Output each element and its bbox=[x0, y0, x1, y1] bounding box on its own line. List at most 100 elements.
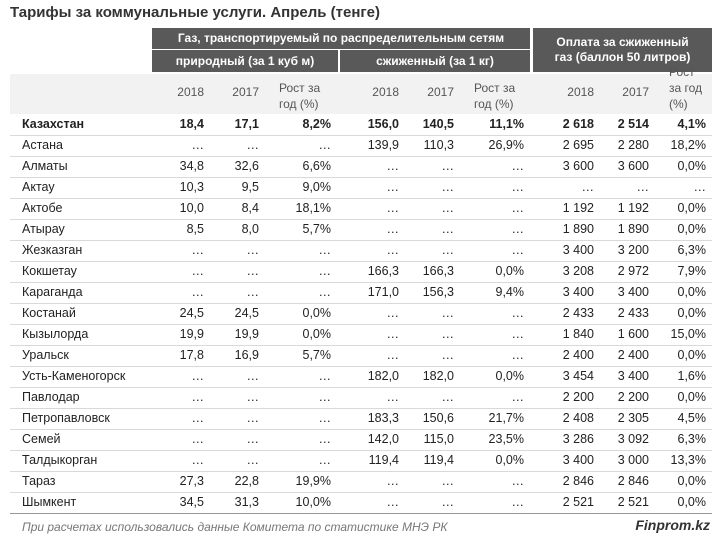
cell: 2 846 bbox=[617, 474, 649, 488]
row-label: Костанай bbox=[22, 306, 76, 320]
cell: 2 972 bbox=[617, 264, 649, 278]
cell: … bbox=[511, 159, 525, 173]
cell: 3 208 bbox=[562, 264, 594, 278]
column-header: Рост за год (%) bbox=[279, 81, 321, 111]
column-header: 2018 bbox=[567, 85, 594, 99]
cell: 9,4% bbox=[495, 285, 525, 299]
cell: 2 695 bbox=[562, 138, 594, 152]
row-divider bbox=[10, 450, 712, 451]
cell: 34,5 bbox=[179, 495, 204, 509]
cell: 2 280 bbox=[617, 138, 649, 152]
cell: … bbox=[441, 390, 455, 404]
cell: 3 600 bbox=[562, 159, 594, 173]
cell: 115,0 bbox=[423, 432, 454, 446]
cell: 119,4 bbox=[423, 453, 454, 467]
row-divider bbox=[10, 408, 712, 409]
column-header: Рост за год (%) bbox=[669, 65, 703, 111]
cell: 19,9% bbox=[295, 474, 331, 488]
cell: 5,7% bbox=[302, 348, 332, 362]
cell: 3 286 bbox=[562, 432, 594, 446]
cell: 0,0% bbox=[495, 369, 525, 383]
cell: 10,0 bbox=[179, 201, 204, 215]
row-divider bbox=[10, 177, 712, 178]
row-label: Усть-Каменогорск bbox=[22, 369, 126, 383]
cell: … bbox=[386, 243, 400, 257]
cell: … bbox=[318, 264, 332, 278]
cell: 1 890 bbox=[617, 222, 649, 236]
cell: 166,3 bbox=[367, 264, 399, 278]
column-header: 2017 bbox=[622, 85, 649, 99]
row-divider bbox=[10, 429, 712, 430]
row-label: Талдыкорган bbox=[22, 453, 98, 467]
cell: … bbox=[511, 495, 525, 509]
cell: … bbox=[441, 243, 455, 257]
cell: 0,0% bbox=[677, 306, 707, 320]
cell: … bbox=[511, 243, 525, 257]
cell: 1 890 bbox=[562, 222, 594, 236]
cell: … bbox=[511, 222, 525, 236]
cell: 8,0 bbox=[241, 222, 259, 236]
group-header: Газ, транспортируемый по распределительн… bbox=[152, 28, 530, 49]
cell: 3 400 bbox=[562, 243, 594, 257]
cell: 5,7% bbox=[302, 222, 332, 236]
row-label: Кызылорда bbox=[22, 327, 89, 341]
row-label: Актобе bbox=[22, 201, 63, 215]
cell: 8,2% bbox=[302, 117, 332, 131]
cell: 2 433 bbox=[617, 306, 649, 320]
cell: … bbox=[318, 432, 332, 446]
cell: … bbox=[318, 411, 332, 425]
cell: … bbox=[386, 348, 400, 362]
cell: 2 400 bbox=[617, 348, 649, 362]
cell: 18,4 bbox=[179, 117, 204, 131]
cell: … bbox=[441, 180, 455, 194]
cell: … bbox=[191, 390, 205, 404]
cell: … bbox=[511, 327, 525, 341]
cell: 2 521 bbox=[617, 495, 649, 509]
cell: 16,9 bbox=[234, 348, 259, 362]
cell: 0,0% bbox=[677, 285, 707, 299]
cell: 11,1% bbox=[489, 117, 524, 131]
cell: 18,2% bbox=[670, 138, 706, 152]
cell: 0,0% bbox=[677, 222, 707, 236]
cell: 3 600 bbox=[617, 159, 649, 173]
cell: … bbox=[511, 201, 525, 215]
cell: 119,4 bbox=[368, 453, 399, 467]
column-header: 2017 bbox=[232, 85, 259, 99]
cell: 3 400 bbox=[617, 369, 649, 383]
cell: 1 192 bbox=[617, 201, 649, 215]
cell: 139,9 bbox=[367, 138, 399, 152]
cell: 13,3% bbox=[670, 453, 706, 467]
cell: … bbox=[441, 201, 455, 215]
row-divider bbox=[10, 387, 712, 388]
cell: 22,8 bbox=[234, 474, 259, 488]
group-header: Оплата за сжиженный газ (баллон 50 литро… bbox=[533, 28, 712, 72]
cell: 0,0% bbox=[677, 201, 707, 215]
row-divider bbox=[10, 282, 712, 283]
cell: … bbox=[318, 285, 332, 299]
cell: 2 200 bbox=[617, 390, 649, 404]
cell: … bbox=[386, 495, 400, 509]
cell: 3 400 bbox=[562, 285, 594, 299]
row-label: Жезказган bbox=[22, 243, 83, 257]
cell: 140,5 bbox=[422, 117, 454, 131]
cell: … bbox=[191, 243, 205, 257]
subgroup-header: сжиженный (за 1 кг) bbox=[340, 50, 530, 72]
cell: 1,6% bbox=[677, 369, 707, 383]
footer-rule bbox=[10, 513, 712, 514]
cell: 150,6 bbox=[422, 411, 454, 425]
cell: 182,0 bbox=[422, 369, 454, 383]
cell: … bbox=[191, 138, 205, 152]
row-divider bbox=[10, 198, 712, 199]
row-label: Семей bbox=[22, 432, 61, 446]
cell: 171,0 bbox=[367, 285, 399, 299]
cell: … bbox=[441, 495, 455, 509]
cell: 21,7% bbox=[488, 411, 524, 425]
cell: 27,3 bbox=[179, 474, 204, 488]
row-label: Казахстан bbox=[22, 117, 85, 131]
cell: … bbox=[386, 474, 400, 488]
cell: 3 454 bbox=[562, 369, 594, 383]
cell: 2 433 bbox=[562, 306, 594, 320]
cell: … bbox=[191, 432, 205, 446]
row-label: Караганда bbox=[22, 285, 83, 299]
